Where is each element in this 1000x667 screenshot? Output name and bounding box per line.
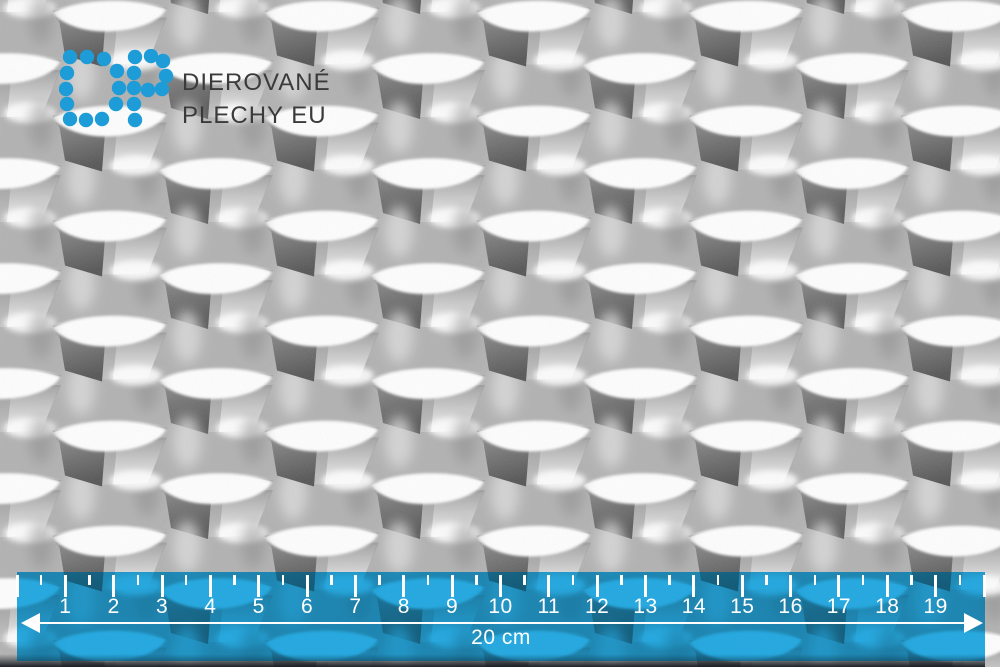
- brand-logo: DIEROVANÉ PLECHY EU: [59, 49, 330, 131]
- dp-monogram-icon: [59, 49, 174, 128]
- brand-line1: DIEROVANÉ: [182, 69, 331, 96]
- ruler-band-tint: [17, 572, 985, 661]
- brand-line2: PLECHY EU: [182, 102, 327, 129]
- brand-wordmark: DIEROVANÉ PLECHY EU: [182, 66, 402, 132]
- dp-monogram-dots: [59, 49, 174, 128]
